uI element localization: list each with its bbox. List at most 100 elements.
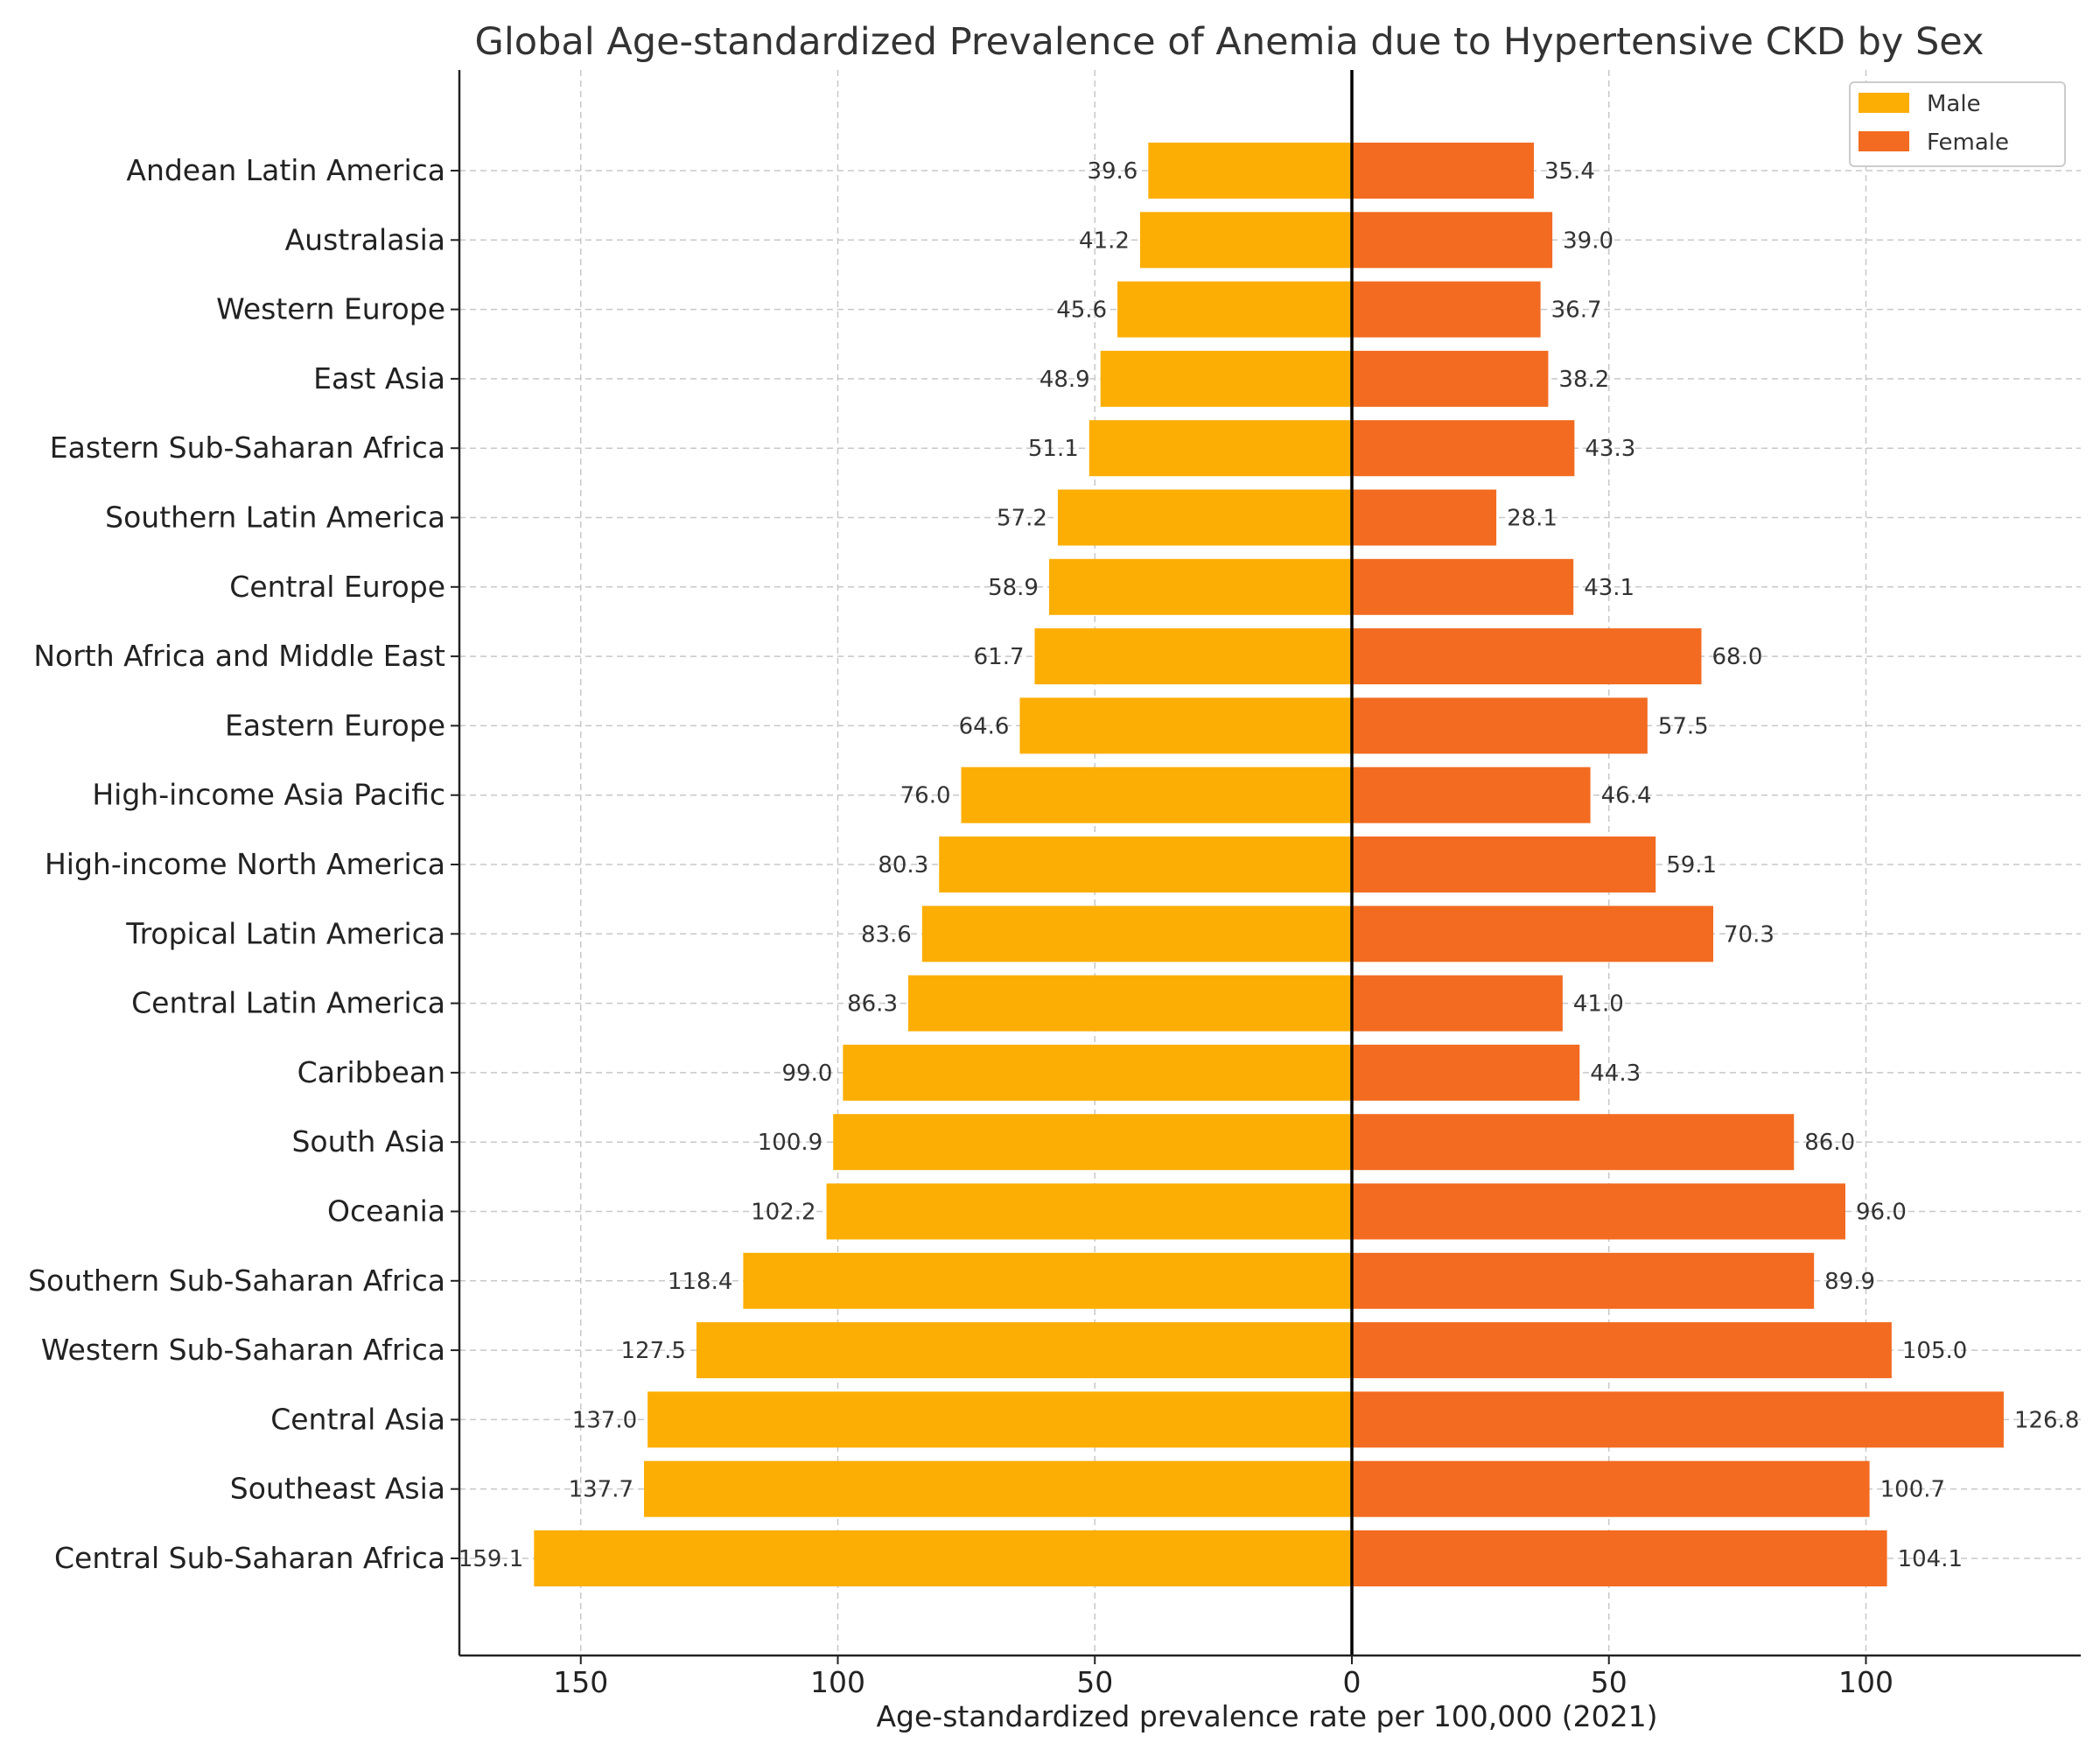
bar-female [1352, 489, 1497, 546]
bar-male [648, 1391, 1352, 1448]
bar-female [1352, 281, 1541, 338]
bar-male [961, 766, 1352, 823]
data-label-male: 100.9 [758, 1130, 822, 1156]
data-labels-layer: 39.6 35.4 41.2 39.0 45.6 36.7 48.9 38.2 51.1 43.3… [458, 158, 2080, 1572]
x-tick-label: 100 [1838, 1665, 1894, 1699]
data-label-female: 104.1 [1898, 1546, 1963, 1572]
data-label-female: 36.7 [1551, 298, 1602, 324]
bar-female [1352, 975, 1563, 1032]
data-label-female: 89.9 [1824, 1269, 1875, 1295]
data-label-male: 48.9 [1040, 367, 1090, 393]
y-tick-label: Western Europe [216, 292, 445, 326]
bar-male [1088, 420, 1352, 477]
legend: Male Female [1849, 81, 2066, 167]
data-label-female: 105.0 [1902, 1338, 1967, 1364]
y-tick-label: East Asia [313, 361, 445, 396]
data-label-female: 44.3 [1590, 1060, 1641, 1087]
y-tick-label: North Africa and Middle East [33, 639, 445, 673]
bar-male [939, 836, 1352, 892]
bar-female [1352, 1044, 1580, 1101]
x-tick-label: 0 [1343, 1665, 1362, 1699]
data-label-male: 45.6 [1056, 298, 1107, 324]
bar-female [1352, 350, 1549, 407]
data-label-female: 41.0 [1573, 991, 1624, 1018]
bar-male [534, 1530, 1352, 1586]
data-label-male: 86.3 [847, 991, 898, 1018]
bar-male [921, 906, 1352, 962]
x-axis-label: Age-standardized prevalence rate per 100… [876, 1699, 1657, 1733]
bar-female [1352, 1322, 1892, 1379]
bar-male [696, 1322, 1352, 1379]
y-tick-label: Southern Latin America [105, 500, 445, 535]
data-label-female: 70.3 [1724, 921, 1774, 948]
data-label-female: 28.1 [1507, 506, 1558, 532]
data-label-male: 61.7 [974, 644, 1025, 670]
bar-male [1148, 143, 1352, 199]
data-label-female: 68.0 [1712, 644, 1763, 670]
bar-female [1352, 143, 1534, 199]
data-label-male: 102.2 [751, 1200, 816, 1226]
data-label-female: 59.1 [1666, 852, 1717, 878]
bar-male [1139, 212, 1352, 269]
data-label-female: 96.0 [1856, 1200, 1907, 1226]
bar-male [833, 1114, 1352, 1171]
y-tick-label: High-income Asia Pacific [92, 778, 445, 812]
y-tick-label: Andean Latin America [126, 153, 445, 187]
data-label-male: 137.7 [569, 1477, 634, 1503]
y-tick-label: Central Sub-Saharan Africa [54, 1541, 445, 1575]
bar-female [1352, 836, 1656, 892]
bar-male [1100, 350, 1352, 407]
data-label-male: 39.6 [1087, 158, 1138, 185]
data-label-male: 58.9 [988, 575, 1039, 601]
y-tick-label: Central Asia [270, 1402, 445, 1436]
bar-male [1048, 558, 1352, 615]
bar-female [1352, 558, 1574, 615]
bar-male [826, 1183, 1352, 1240]
y-tick-label: Eastern Sub-Saharan Africa [50, 430, 445, 465]
bar-female [1352, 628, 1702, 685]
data-label-female: 43.3 [1585, 436, 1635, 462]
bar-female [1352, 1252, 1815, 1309]
bar-female [1352, 1460, 1870, 1517]
y-tick-label: Australasia [285, 222, 445, 256]
data-label-female: 43.1 [1584, 575, 1634, 601]
data-label-female: 39.0 [1563, 228, 1614, 254]
data-label-male: 51.1 [1028, 436, 1079, 462]
chart-title: Global Age-standardized Prevalence of An… [475, 20, 1984, 64]
legend-label-female: Female [1927, 130, 2009, 156]
y-tick-label: Oceania [327, 1194, 445, 1228]
bar-male [1034, 628, 1352, 685]
data-label-male: 99.0 [781, 1060, 832, 1087]
bar-male [1019, 697, 1352, 754]
axes-layer: Andean Latin America Australasia Western E… [28, 70, 2081, 1699]
bar-female [1352, 766, 1591, 823]
bar-male [743, 1252, 1352, 1309]
bars-layer [534, 143, 2004, 1586]
bar-female [1352, 212, 1553, 269]
y-tick-label: Central Europe [229, 570, 445, 604]
data-label-male: 137.0 [572, 1407, 637, 1433]
y-tick-label: High-income North America [45, 847, 445, 881]
y-tick-label: Southern Sub-Saharan Africa [28, 1264, 445, 1298]
data-label-male: 118.4 [668, 1269, 732, 1295]
data-label-female: 86.0 [1804, 1130, 1855, 1156]
data-label-male: 127.5 [621, 1338, 686, 1364]
bar-male [1057, 489, 1352, 546]
legend-swatch-female [1858, 131, 1909, 151]
data-label-female: 126.8 [2014, 1407, 2079, 1433]
data-label-male: 64.6 [959, 713, 1010, 739]
x-tick-label: 50 [1591, 1665, 1628, 1699]
bar-male [907, 975, 1352, 1032]
bar-female [1352, 1530, 1887, 1586]
bar-female [1352, 420, 1575, 477]
x-tick-label: 150 [553, 1665, 608, 1699]
y-tick-label: Central Latin America [131, 986, 445, 1020]
x-tick-label: 100 [810, 1665, 865, 1699]
data-label-female: 38.2 [1558, 367, 1609, 393]
data-label-male: 159.1 [458, 1546, 523, 1572]
legend-label-male: Male [1927, 91, 1981, 117]
data-label-female: 46.4 [1601, 783, 1652, 809]
y-tick-label: Tropical Latin America [125, 916, 445, 950]
